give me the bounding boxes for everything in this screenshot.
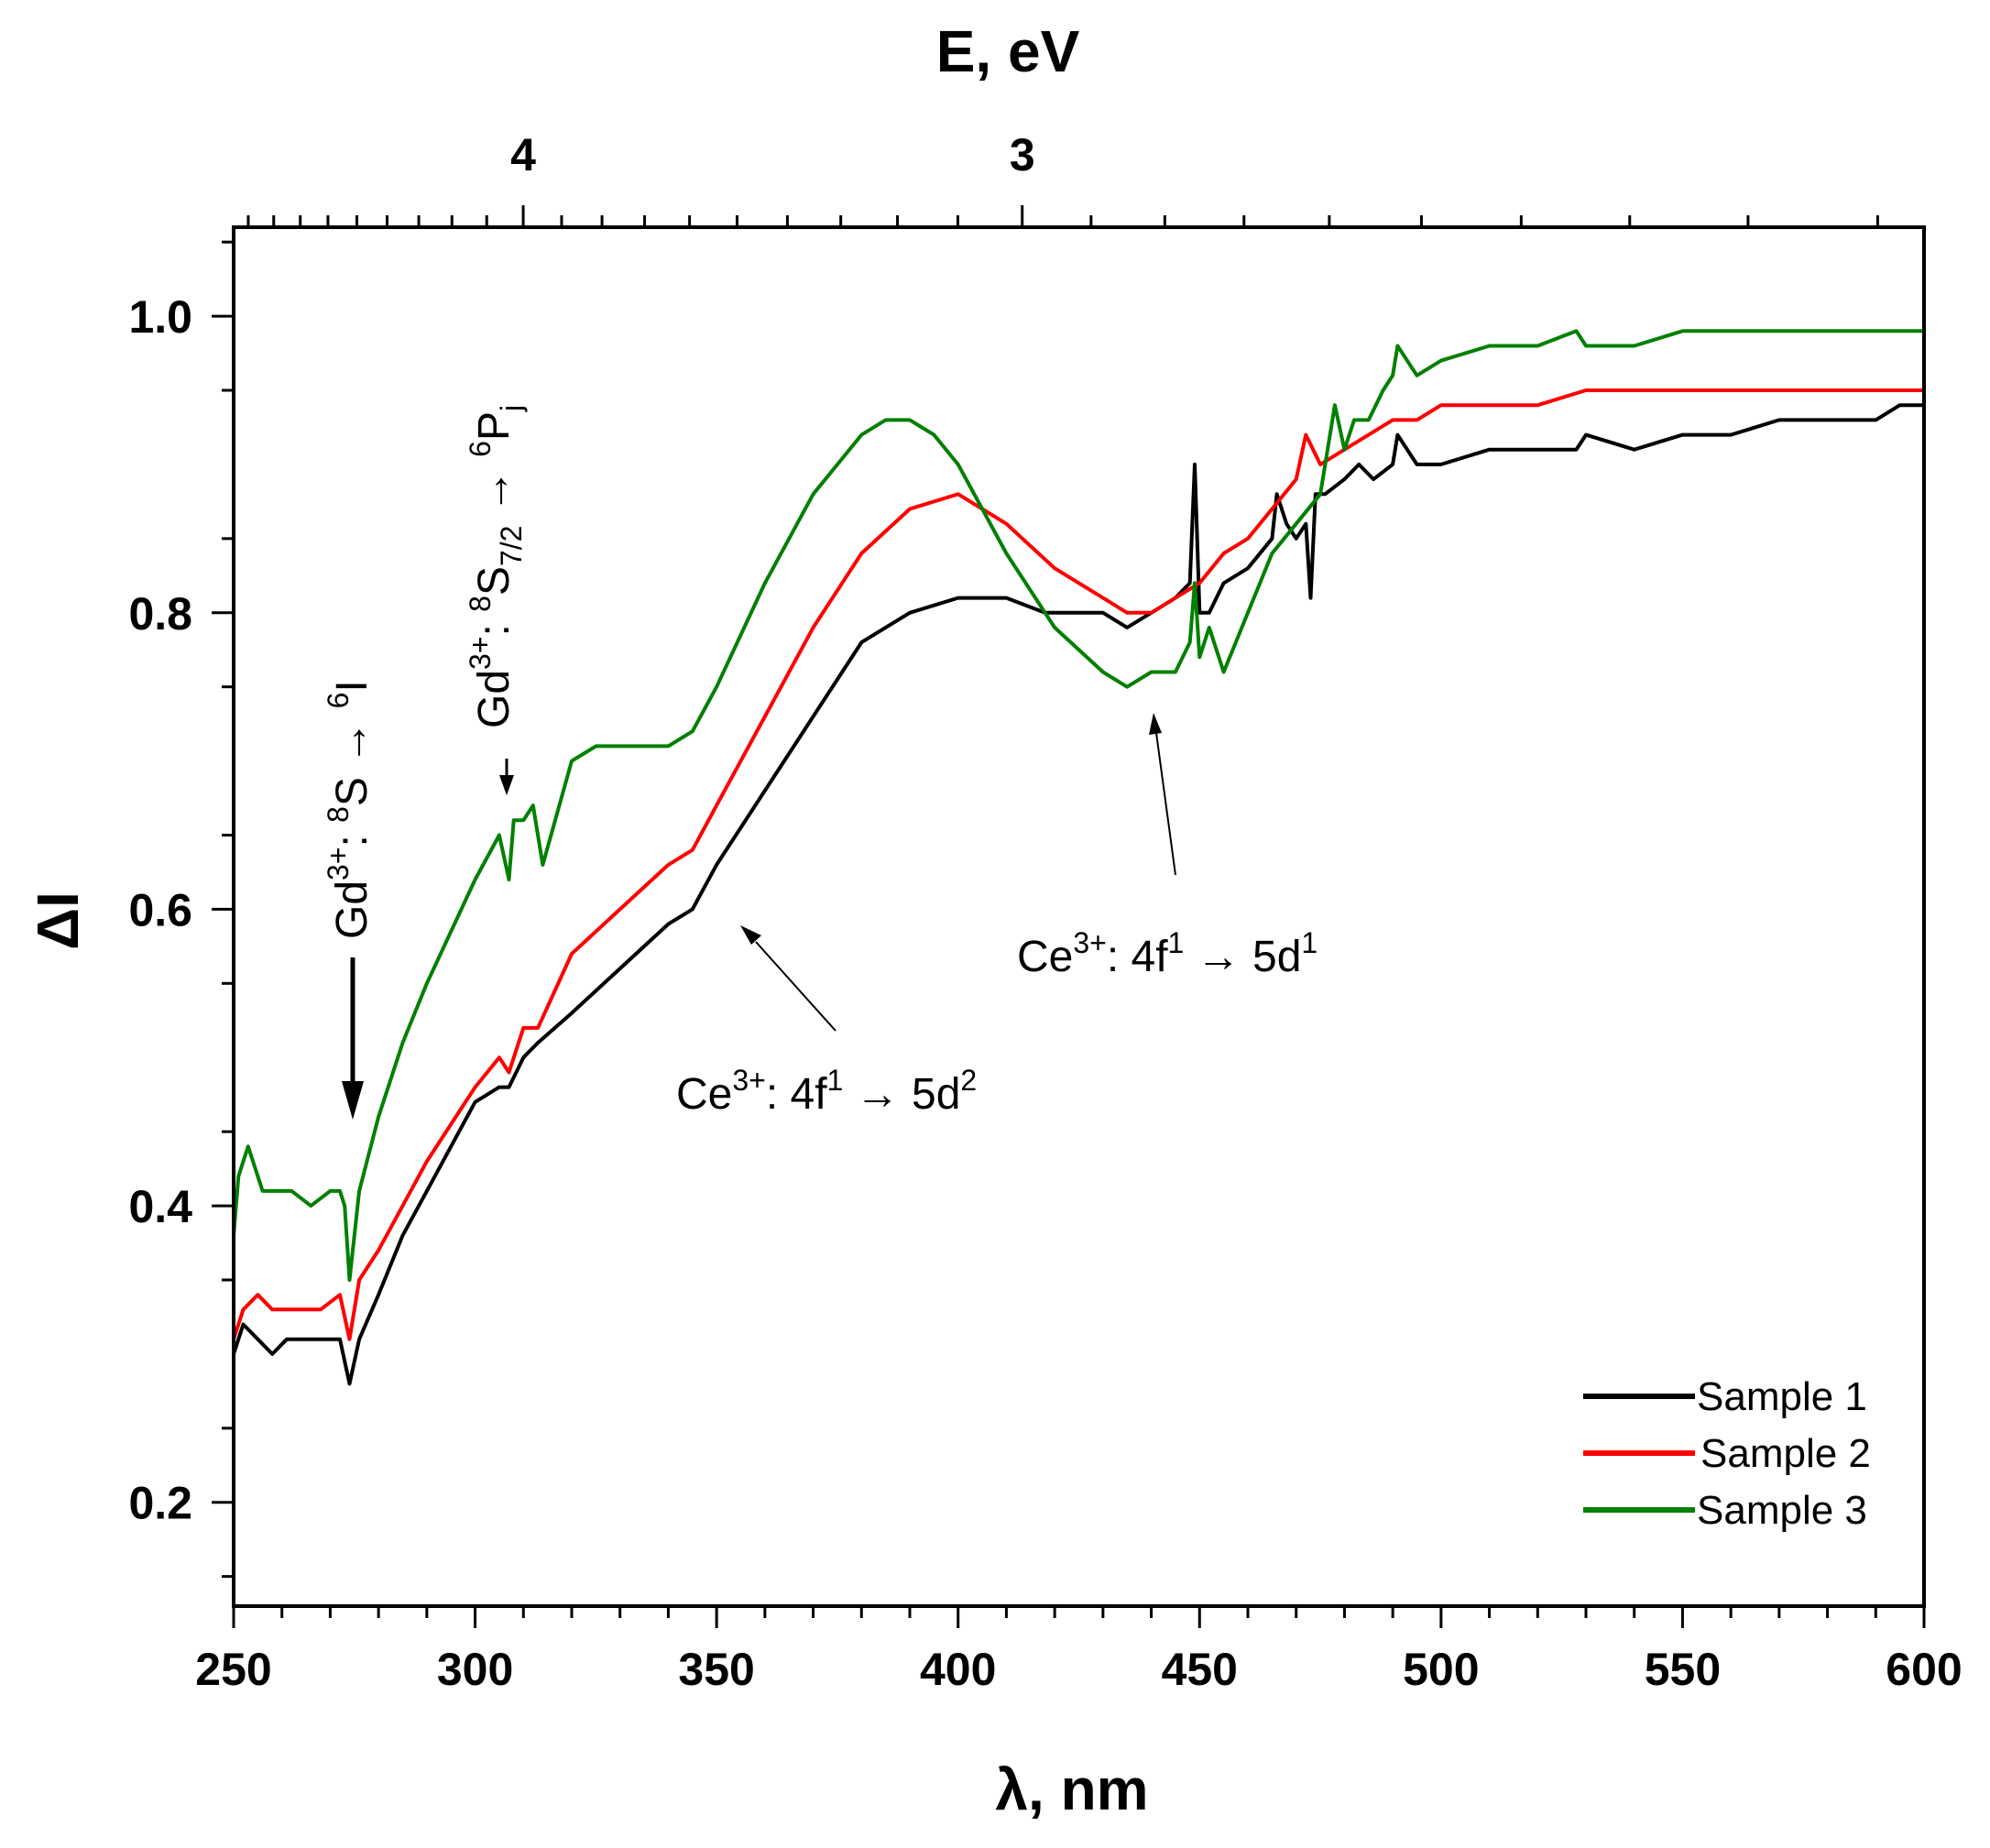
top-tick-label: 4 [510,129,536,180]
x-tick-label: 350 [678,1644,754,1695]
annotation-label: Gd3+: 8S7/2 → 6Pj [464,405,528,728]
legend-item-sample-2: Sample 2 [1583,1431,1871,1476]
x-tick-label: 400 [920,1644,996,1695]
y-axis-title: ΔI [25,891,91,950]
ticks-layer: 250 300 350 400 450 500 550 600 0.2 0.4 0.6 0.8 1.0 4… [128,129,1962,1695]
plot-frame [232,225,1926,1608]
x-tick-label: 550 [1645,1644,1721,1695]
annotation-arrowhead [1149,713,1162,735]
series-line-sample-1 [232,403,1924,1386]
legend-item-sample-1: Sample 1 [1583,1374,1867,1419]
annotation-ce-4f-5d1: Ce3+: 4f1 → 5d1 [1017,713,1318,981]
legend: Sample 1 Sample 2 Sample 3 [1583,1374,1871,1533]
x-tick-label: 250 [195,1644,271,1695]
annotation-arrowhead [342,1081,364,1120]
legend-label: Sample 3 [1697,1488,1867,1533]
annotation-arrow [755,941,836,1032]
top-axis-title: E, eV [936,18,1080,84]
x-tick-label: 500 [1403,1644,1479,1695]
x-tick-label: 450 [1162,1644,1238,1695]
annotation-arrowhead [740,925,761,945]
legend-item-sample-3: Sample 3 [1583,1488,1867,1533]
annotation-arrow [1155,732,1176,876]
legend-label: Sample 2 [1700,1431,1871,1476]
annotation-label: Gd3+: 8S → 6I [322,680,377,939]
series-line-sample-2 [232,388,1924,1341]
annotation-label: Ce3+: 4f1 → 5d1 [1017,926,1318,981]
y-tick-label: 0.2 [128,1478,192,1529]
top-tick-label: 3 [1010,129,1035,180]
annotation-label: Ce3+: 4f1 → 5d2 [676,1064,977,1119]
y-tick-label: 1.0 [128,291,192,343]
annotation-gd-8s-6i: Gd3+: 8S → 6I [322,680,377,1120]
y-tick-label: 0.8 [128,588,192,640]
series-layer [232,329,1924,1386]
annotation-gd-8s72-6pj: Gd3+: 8S7/2 → 6Pj [464,405,528,795]
y-tick-label: 0.6 [128,884,192,935]
x-axis-title: λ, nm [995,1756,1148,1822]
series-line-sample-3 [232,329,1924,1282]
annotation-arrowhead [499,775,514,795]
legend-label: Sample 1 [1697,1374,1867,1419]
annotation-ce-4f-5d2: Ce3+: 4f1 → 5d2 [676,925,977,1119]
x-tick-label: 600 [1886,1644,1962,1695]
y-tick-label: 0.4 [128,1181,192,1232]
x-tick-label: 300 [437,1644,513,1695]
